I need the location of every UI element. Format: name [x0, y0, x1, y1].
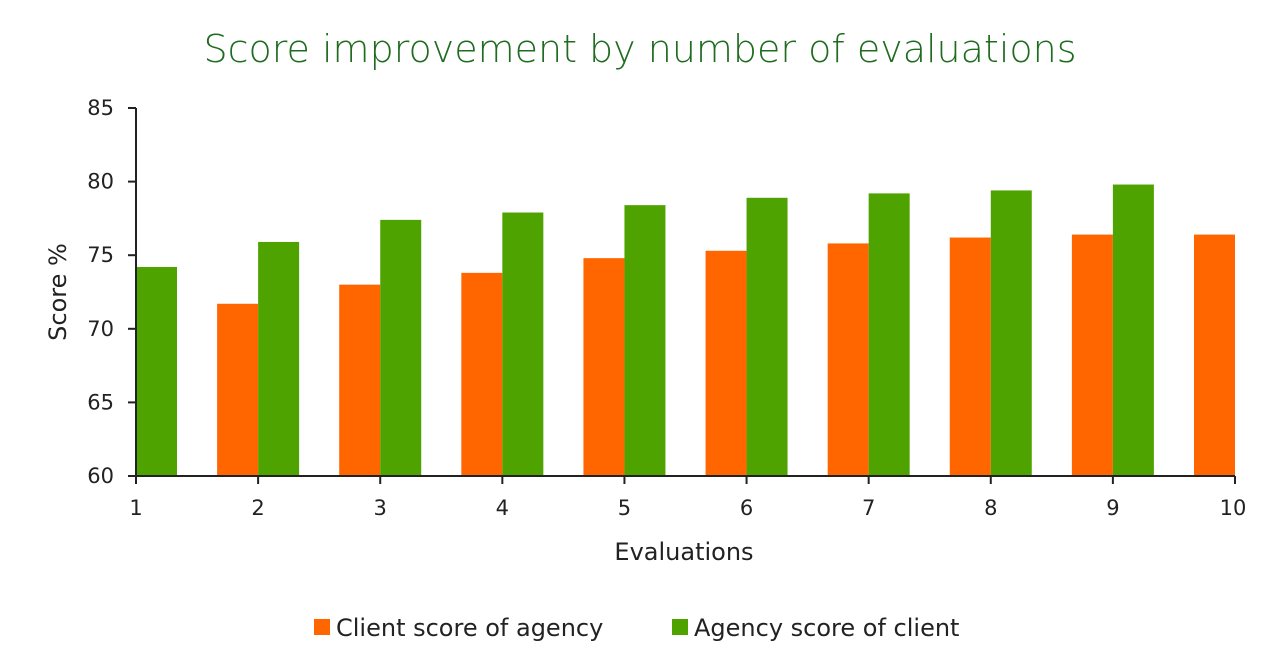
bar-agency-9 — [1112, 184, 1154, 476]
y-tick-label-70: 70 — [87, 317, 114, 341]
bar-client-10 — [1194, 234, 1235, 476]
bar-client-9 — [1071, 234, 1113, 476]
x-axis-label: Evaluations — [614, 538, 753, 566]
x-tick-label-9: 9 — [1106, 496, 1119, 520]
chart-title: Score improvement by number of evaluatio… — [203, 27, 1076, 71]
x-tick-label-8: 8 — [984, 496, 997, 520]
axes-layer — [135, 108, 1235, 477]
x-tick-label-5: 5 — [618, 496, 631, 520]
bar-agency-10 — [1235, 182, 1276, 476]
legend-label-agency: Agency score of client — [694, 614, 959, 642]
x-tick-label-3: 3 — [374, 496, 387, 520]
bar-agency-7 — [868, 193, 910, 476]
x-tick-label-7: 7 — [862, 496, 875, 520]
bar-client-7 — [827, 243, 869, 476]
bar-agency-2 — [258, 241, 300, 476]
x-ticks: 1 2 3 4 5 6 7 8 9 10 — [129, 476, 1246, 520]
legend: Client score of agency Agency score of c… — [314, 614, 959, 642]
bar-client-5 — [583, 258, 625, 476]
x-tick-label-1: 1 — [129, 496, 142, 520]
y-tick-label-60: 60 — [87, 464, 114, 488]
x-tick-label-4: 4 — [496, 496, 509, 520]
bar-agency-4 — [502, 212, 544, 476]
x-tick-label-6: 6 — [740, 496, 753, 520]
bar-agency-3 — [380, 219, 422, 476]
bar-client-4 — [461, 272, 503, 476]
bar-client-2 — [217, 303, 259, 476]
bars-layer — [136, 182, 1276, 476]
bar-client-3 — [339, 284, 381, 476]
legend-swatch-client — [314, 619, 330, 635]
bar-client-6 — [705, 250, 747, 476]
bar-agency-1 — [136, 266, 177, 476]
legend-label-client: Client score of agency — [336, 614, 603, 642]
y-tick-label-85: 85 — [87, 96, 114, 120]
y-tick-label-80: 80 — [87, 170, 114, 194]
bar-agency-8 — [990, 190, 1032, 476]
bar-client-8 — [949, 237, 991, 476]
y-tick-label-65: 65 — [87, 390, 114, 414]
x-tick-label-10: 10 — [1220, 496, 1247, 520]
y-axis-label: Score % — [44, 243, 72, 341]
bar-agency-6 — [746, 197, 788, 476]
legend-swatch-agency — [672, 619, 688, 635]
bar-agency-5 — [624, 205, 666, 476]
y-ticks: 60 65 70 75 80 85 — [87, 96, 136, 488]
x-tick-label-2: 2 — [251, 496, 264, 520]
y-tick-label-75: 75 — [87, 243, 114, 267]
